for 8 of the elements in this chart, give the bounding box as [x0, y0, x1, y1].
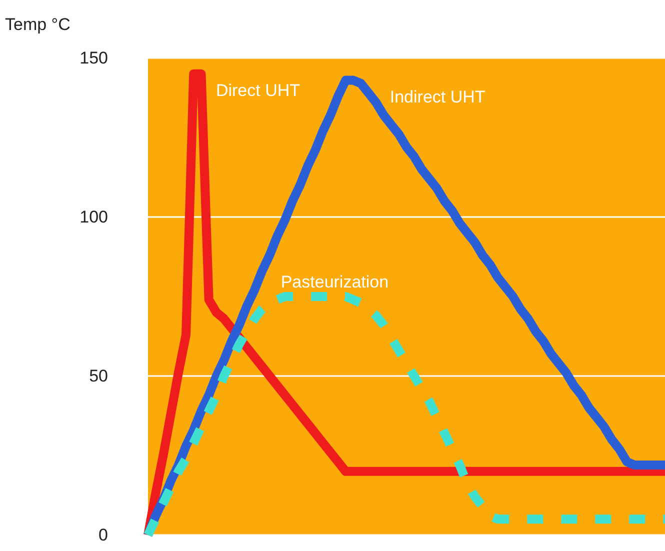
- y-tick-label: 50: [89, 366, 108, 386]
- y-tick-label: 150: [80, 48, 108, 68]
- y-tick-label: 0: [98, 526, 108, 544]
- y-axis-title: Temp °C: [5, 15, 70, 34]
- y-tick-label: 100: [80, 208, 108, 226]
- series-label: Indirect UHT: [390, 87, 486, 106]
- series-label: Direct UHT: [216, 80, 300, 100]
- series-label: Pasteurization: [280, 272, 389, 292]
